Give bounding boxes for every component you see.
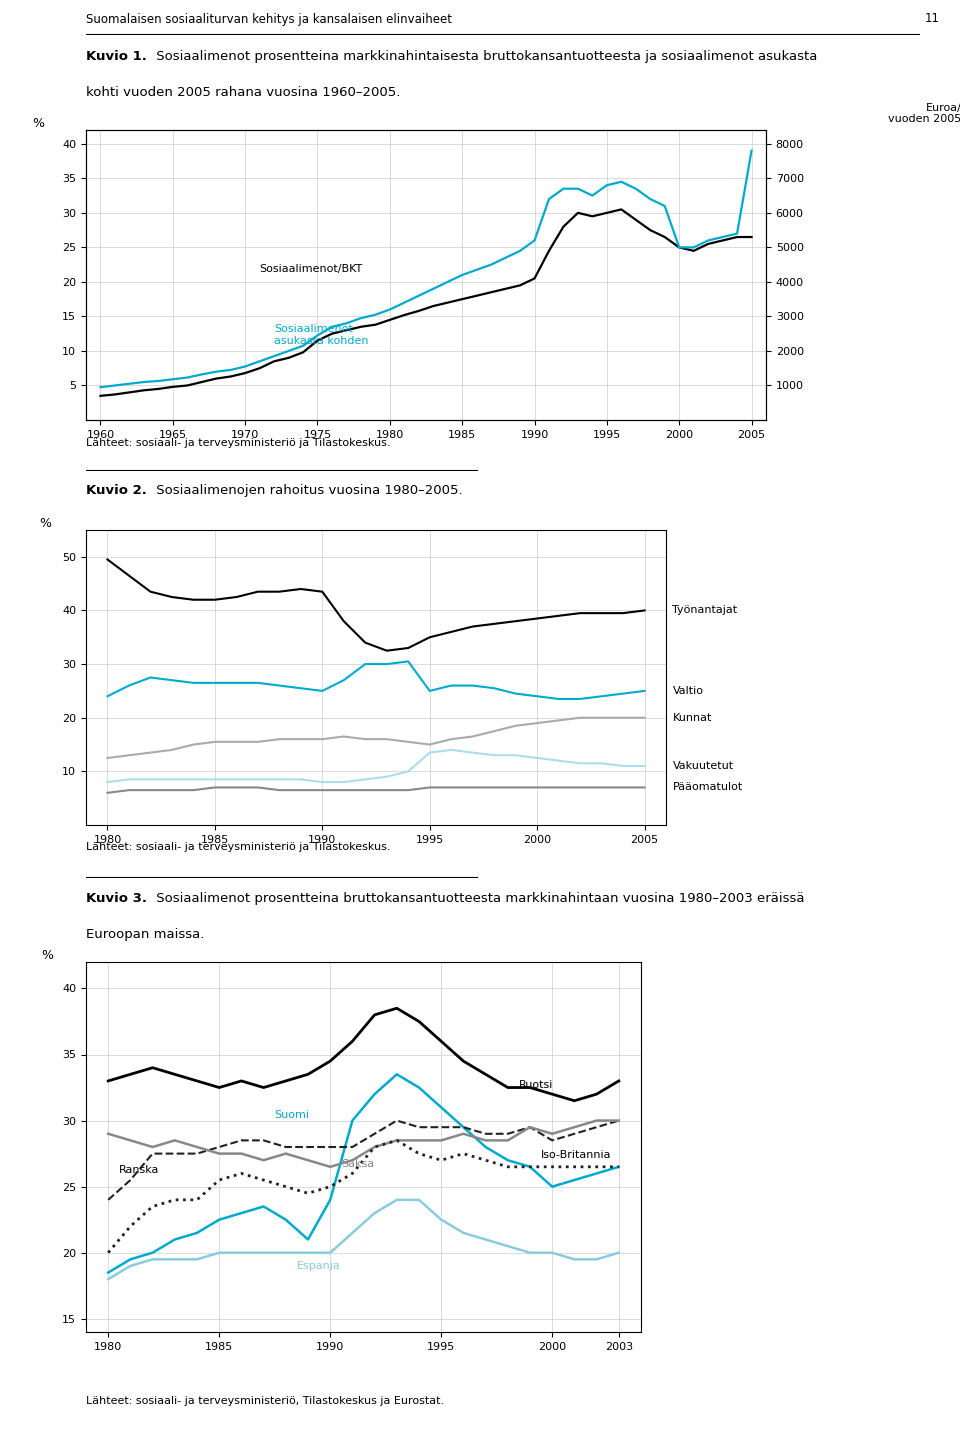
- Text: Espanja: Espanja: [297, 1261, 341, 1271]
- Text: Ruotsi: Ruotsi: [519, 1079, 553, 1089]
- Text: Kuvio 2.: Kuvio 2.: [86, 484, 147, 497]
- Text: Sosiaalimenot/BKT: Sosiaalimenot/BKT: [259, 263, 363, 273]
- Text: Sosiaalimenojen rahoitus vuosina 1980–2005.: Sosiaalimenojen rahoitus vuosina 1980–20…: [152, 484, 463, 497]
- Text: Iso-Britannia: Iso-Britannia: [541, 1149, 612, 1159]
- Text: Suomalaisen sosiaaliturvan kehitys ja kansalaisen elinvaiheet: Suomalaisen sosiaaliturvan kehitys ja ka…: [86, 13, 452, 26]
- Text: Pääomatulot: Pääomatulot: [672, 783, 743, 793]
- Text: Kuvio 1.: Kuvio 1.: [86, 50, 147, 63]
- Text: kohti vuoden 2005 rahana vuosina 1960–2005.: kohti vuoden 2005 rahana vuosina 1960–20…: [86, 86, 400, 99]
- Text: Vakuutetut: Vakuutetut: [672, 761, 733, 771]
- Text: Kunnat: Kunnat: [672, 713, 711, 723]
- Text: Lähteet: sosiaali- ja terveysministeriö ja Tilastokeskus.: Lähteet: sosiaali- ja terveysministeriö …: [86, 438, 391, 448]
- Text: Sosiaalimenot prosentteina bruttokansantuotteesta markkinahintaan vuosina 1980–2: Sosiaalimenot prosentteina bruttokansant…: [152, 892, 804, 904]
- Text: Suomi: Suomi: [275, 1110, 310, 1120]
- Text: Kuvio 3.: Kuvio 3.: [86, 892, 147, 904]
- Text: Sosiaalimenot
asukasta kohden: Sosiaalimenot asukasta kohden: [275, 325, 369, 346]
- Text: %: %: [33, 117, 44, 130]
- Text: Saksa: Saksa: [342, 1159, 374, 1169]
- Text: Lähteet: sosiaali- ja terveysministeriö, Tilastokeskus ja Eurostat.: Lähteet: sosiaali- ja terveysministeriö,…: [86, 1397, 444, 1407]
- Text: Euroa/asukas,
vuoden 2005 rahana: Euroa/asukas, vuoden 2005 rahana: [888, 103, 960, 124]
- Text: %: %: [39, 517, 52, 529]
- Text: Euroopan maissa.: Euroopan maissa.: [86, 927, 204, 942]
- Text: Valtio: Valtio: [672, 685, 704, 695]
- Text: Ranska: Ranska: [119, 1165, 159, 1175]
- Text: Työnantajat: Työnantajat: [672, 605, 737, 615]
- Text: 11: 11: [925, 13, 940, 26]
- Text: Lähteet: sosiaali- ja terveysministeriö ja Tilastokeskus.: Lähteet: sosiaali- ja terveysministeriö …: [86, 841, 391, 851]
- Text: %: %: [41, 949, 53, 962]
- Text: Sosiaalimenot prosentteina markkinahintaisesta bruttokansantuotteesta ja sosiaal: Sosiaalimenot prosentteina markkinahinta…: [152, 50, 817, 63]
